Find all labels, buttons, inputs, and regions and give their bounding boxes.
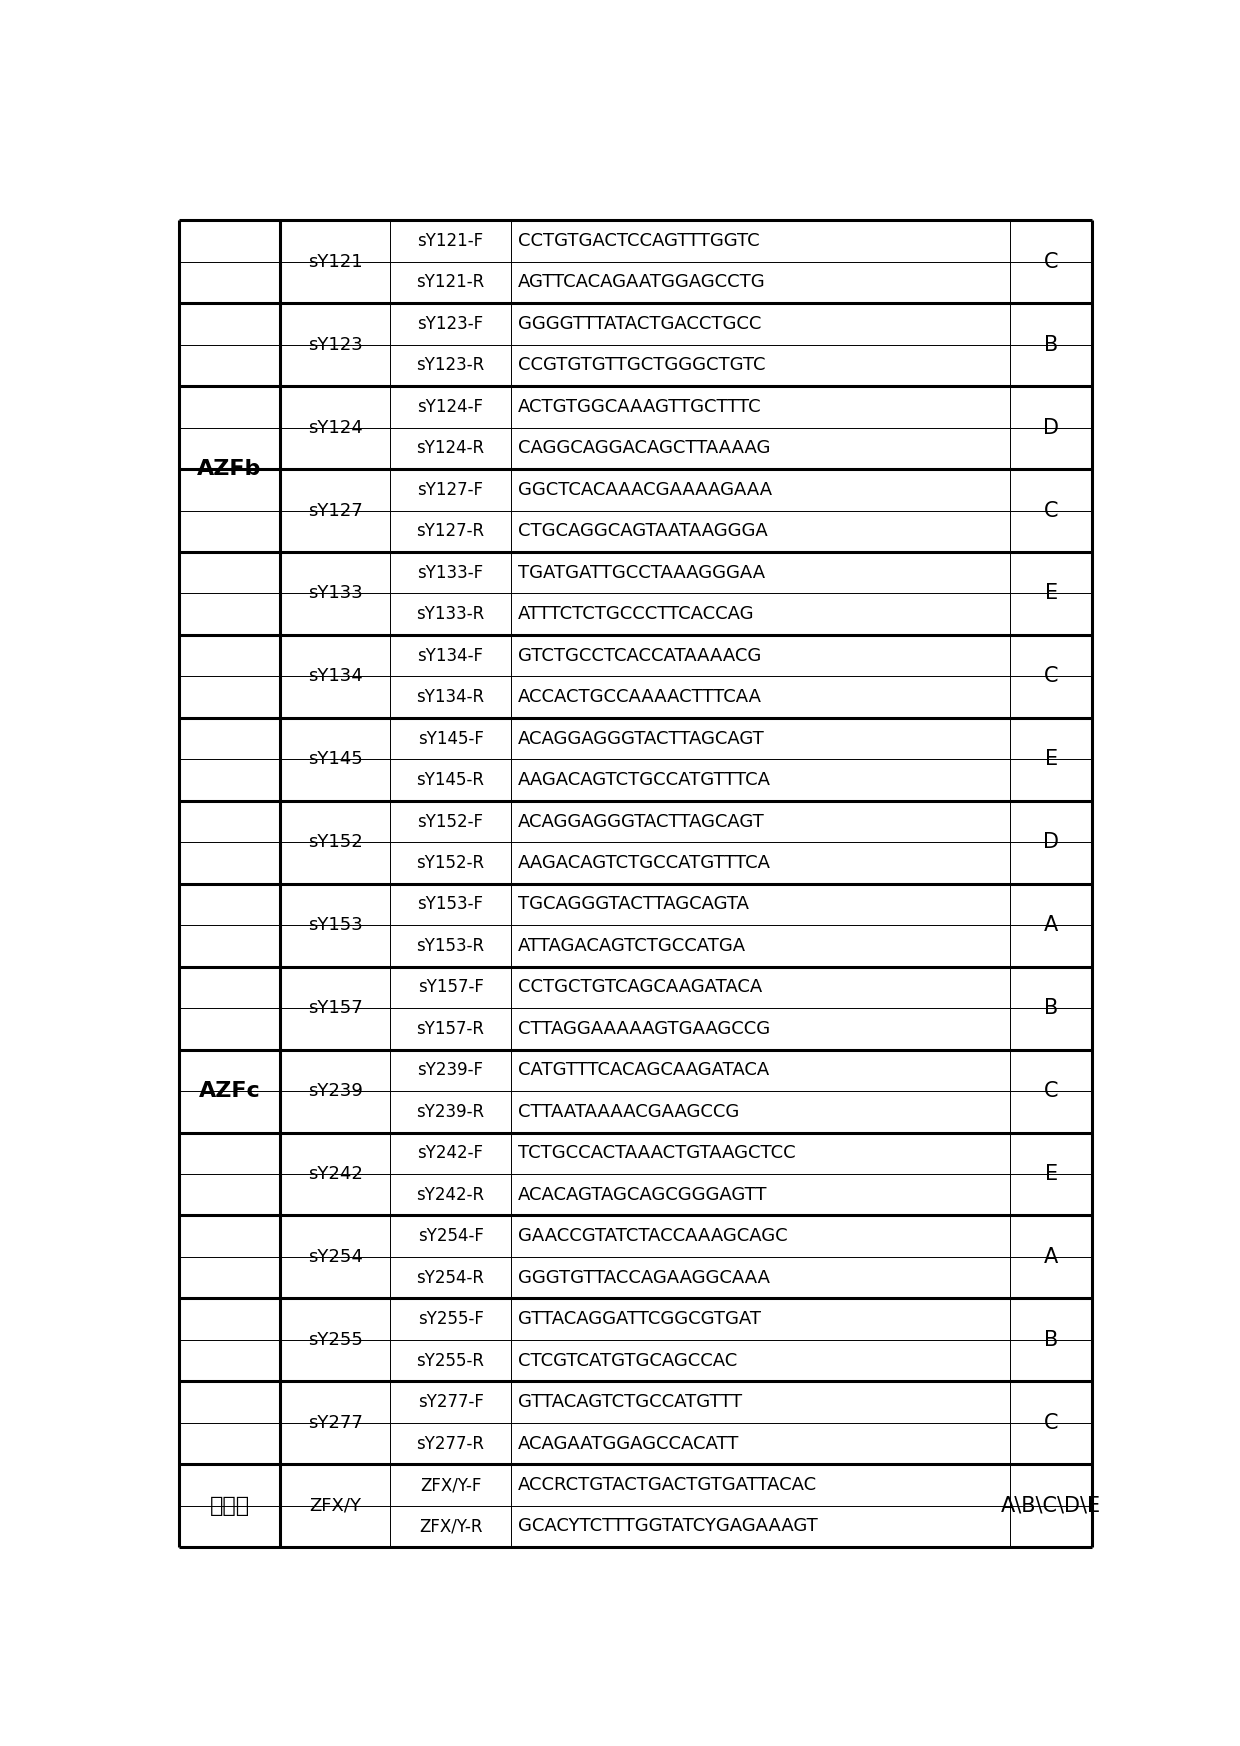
Text: ACAGGAGGGTACTTAGCAGT: ACAGGAGGGTACTTAGCAGT [518, 730, 765, 747]
Text: A: A [1044, 1247, 1058, 1268]
Text: sY123: sY123 [308, 335, 362, 354]
Text: sY239-R: sY239-R [417, 1103, 485, 1121]
Text: sY134-F: sY134-F [418, 646, 484, 665]
Text: TCTGCCACTAAACTGTAAGCTCC: TCTGCCACTAAACTGTAAGCTCC [518, 1144, 796, 1163]
Text: CTTAATAAAACGAAGCCG: CTTAATAAAACGAAGCCG [518, 1103, 739, 1121]
Text: sY121: sY121 [308, 253, 362, 271]
Text: AAGACAGTCTGCCATGTTTCA: AAGACAGTCTGCCATGTTTCA [518, 854, 771, 871]
Text: GGGGTTTATACTGACCTGCC: GGGGTTTATACTGACCTGCC [518, 314, 761, 333]
Text: sY152: sY152 [308, 833, 362, 852]
Text: C: C [1044, 1081, 1059, 1102]
Text: sY277-F: sY277-F [418, 1393, 484, 1411]
Text: ACAGAATGGAGCCACATT: ACAGAATGGAGCCACATT [518, 1435, 739, 1453]
Text: sY255-F: sY255-F [418, 1310, 484, 1329]
Text: CAGGCAGGACAGCTTAAAAG: CAGGCAGGACAGCTTAAAAG [518, 440, 770, 457]
Text: sY255: sY255 [308, 1330, 362, 1350]
Text: sY145-R: sY145-R [417, 772, 485, 789]
Text: sY152-R: sY152-R [417, 854, 485, 871]
Text: sY254: sY254 [308, 1248, 362, 1266]
Text: sY124: sY124 [308, 419, 362, 436]
Text: C: C [1044, 1413, 1059, 1433]
Text: sY124-F: sY124-F [418, 398, 484, 416]
Text: 内对照: 内对照 [210, 1496, 249, 1516]
Text: CTCGTCATGTGCAGCCAC: CTCGTCATGTGCAGCCAC [518, 1351, 738, 1369]
Text: sY242-R: sY242-R [417, 1186, 485, 1203]
Text: sY277: sY277 [308, 1414, 362, 1432]
Text: ZFX/Y-R: ZFX/Y-R [419, 1517, 482, 1535]
Text: AZFb: AZFb [197, 459, 262, 478]
Text: A\B\C\D\E: A\B\C\D\E [1001, 1496, 1101, 1516]
Text: GCACYTCTTTGGTATCYGAGAAAGT: GCACYTCTTTGGTATCYGAGAAAGT [518, 1517, 818, 1535]
Text: sY239: sY239 [308, 1083, 362, 1100]
Text: ACTGTGGCAAAGTTGCTTTC: ACTGTGGCAAAGTTGCTTTC [518, 398, 761, 416]
Text: sY134: sY134 [308, 667, 362, 686]
Text: sY133-F: sY133-F [418, 564, 484, 581]
Text: GGGTGTTACCAGAAGGCAAA: GGGTGTTACCAGAAGGCAAA [518, 1269, 770, 1287]
Text: ATTTCTCTGCCCTTCACCAG: ATTTCTCTGCCCTTCACCAG [518, 606, 755, 623]
Text: sY145: sY145 [308, 751, 362, 768]
Text: sY127-R: sY127-R [417, 522, 485, 540]
Text: sY133: sY133 [308, 585, 362, 602]
Text: E: E [1044, 1165, 1058, 1184]
Text: sY242-F: sY242-F [418, 1144, 484, 1163]
Text: sY157-F: sY157-F [418, 978, 484, 997]
Text: sY133-R: sY133-R [417, 606, 485, 623]
Text: CCTGTGACTCCAGTTTGGTC: CCTGTGACTCCAGTTTGGTC [518, 232, 760, 250]
Text: sY254-F: sY254-F [418, 1227, 484, 1245]
Text: ZFX/Y-F: ZFX/Y-F [420, 1475, 481, 1495]
Text: CTGCAGGCAGTAATAAGGGA: CTGCAGGCAGTAATAAGGGA [518, 522, 768, 540]
Text: GTCTGCCTCACCATAAAACG: GTCTGCCTCACCATAAAACG [518, 646, 761, 665]
Text: C: C [1044, 667, 1059, 686]
Text: sY255-R: sY255-R [417, 1351, 485, 1369]
Text: TGCAGGGTACTTAGCAGTA: TGCAGGGTACTTAGCAGTA [518, 896, 749, 913]
Text: C: C [1044, 501, 1059, 520]
Text: CCTGCTGTCAGCAAGATACA: CCTGCTGTCAGCAAGATACA [518, 978, 763, 997]
Text: sY121-F: sY121-F [418, 232, 484, 250]
Text: CCGTGTGTTGCTGGGCTGTC: CCGTGTGTTGCTGGGCTGTC [518, 356, 766, 374]
Text: sY123-R: sY123-R [417, 356, 485, 374]
Text: sY157-R: sY157-R [417, 1020, 485, 1037]
Text: sY145-F: sY145-F [418, 730, 484, 747]
Text: sY121-R: sY121-R [417, 274, 485, 292]
Text: D: D [1043, 417, 1059, 438]
Text: ATTAGACAGTCTGCCATGA: ATTAGACAGTCTGCCATGA [518, 938, 746, 955]
Text: CTTAGGAAAAAGTGAAGCCG: CTTAGGAAAAAGTGAAGCCG [518, 1020, 770, 1037]
Text: GTTACAGGATTCGGCGTGAT: GTTACAGGATTCGGCGTGAT [518, 1310, 761, 1329]
Text: B: B [1044, 999, 1058, 1018]
Text: sY157: sY157 [308, 999, 362, 1018]
Text: GGCTCACAAACGAAAAGAAA: GGCTCACAAACGAAAAGAAA [518, 480, 773, 499]
Text: D: D [1043, 833, 1059, 852]
Text: AGTTCACAGAATGGAGCCTG: AGTTCACAGAATGGAGCCTG [518, 274, 766, 292]
Text: sY254-R: sY254-R [417, 1269, 485, 1287]
Text: GTTACAGTCTGCCATGTTT: GTTACAGTCTGCCATGTTT [518, 1393, 743, 1411]
Text: sY124-R: sY124-R [417, 440, 485, 457]
Text: sY153-F: sY153-F [418, 896, 484, 913]
Text: CATGTTTCACAGCAAGATACA: CATGTTTCACAGCAAGATACA [518, 1062, 770, 1079]
Text: E: E [1044, 583, 1058, 604]
Text: sY123-F: sY123-F [418, 314, 484, 333]
Text: A: A [1044, 915, 1058, 936]
Text: sY153-R: sY153-R [417, 938, 485, 955]
Text: ACCRCTGTACTGACTGTGATTACAC: ACCRCTGTACTGACTGTGATTACAC [518, 1475, 817, 1495]
Text: sY239-F: sY239-F [418, 1062, 484, 1079]
Text: sY153: sY153 [308, 917, 362, 934]
Text: ACCACTGCCAAAACTTTCAA: ACCACTGCCAAAACTTTCAA [518, 688, 763, 705]
Text: B: B [1044, 335, 1058, 354]
Text: AAGACAGTCTGCCATGTTTCA: AAGACAGTCTGCCATGTTTCA [518, 772, 771, 789]
Text: TGATGATTGCCTAAAGGGAA: TGATGATTGCCTAAAGGGAA [518, 564, 765, 581]
Text: sY127-F: sY127-F [418, 480, 484, 499]
Text: AZFc: AZFc [198, 1081, 260, 1102]
Text: E: E [1044, 749, 1058, 770]
Text: B: B [1044, 1330, 1058, 1350]
Text: GAACCGTATCTACCAAAGCAGC: GAACCGTATCTACCAAAGCAGC [518, 1227, 787, 1245]
Text: ZFX/Y: ZFX/Y [309, 1496, 361, 1516]
Text: ACAGGAGGGTACTTAGCAGT: ACAGGAGGGTACTTAGCAGT [518, 812, 765, 831]
Text: C: C [1044, 251, 1059, 272]
Text: sY242: sY242 [308, 1165, 362, 1184]
Text: sY127: sY127 [308, 501, 362, 520]
Text: sY152-F: sY152-F [418, 812, 484, 831]
Text: sY134-R: sY134-R [417, 688, 485, 705]
Text: ACACAGTAGCAGCGGGAGTT: ACACAGTAGCAGCGGGAGTT [518, 1186, 768, 1203]
Text: sY277-R: sY277-R [417, 1435, 485, 1453]
